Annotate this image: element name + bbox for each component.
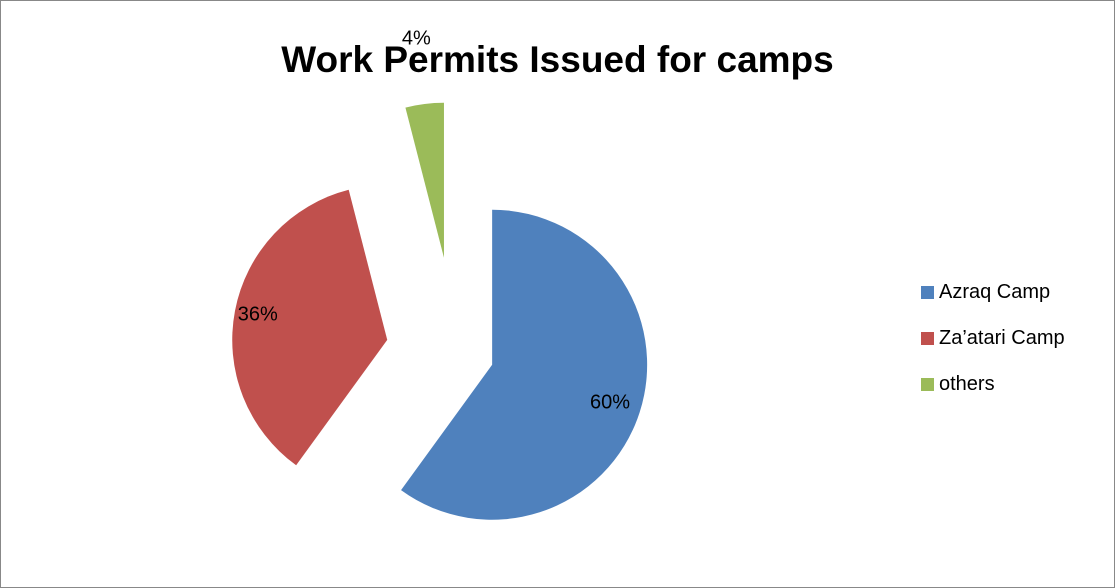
legend-swatch-zaatari [921, 332, 934, 345]
chart-title: Work Permits Issued for camps [281, 39, 834, 80]
pie-slice-zaatari [232, 189, 388, 466]
pie-slice-azraq [401, 209, 648, 520]
legend-item-zaatari: Za’atari Camp [921, 327, 1065, 350]
legend-item-others: others [921, 373, 1065, 396]
pie-slice-others [405, 102, 444, 258]
legend: Azraq Camp Za’atari Camp others [921, 281, 1065, 419]
data-label-zaatari: 36% [238, 303, 278, 325]
legend-label-zaatari: Za’atari Camp [939, 327, 1065, 349]
legend-label-others: others [939, 373, 995, 395]
legend-swatch-others [921, 378, 934, 391]
legend-swatch-azraq [921, 286, 934, 299]
legend-label-azraq: Azraq Camp [939, 281, 1051, 303]
legend-item-azraq: Azraq Camp [921, 281, 1065, 304]
data-label-azraq: 60% [590, 391, 630, 413]
data-label-others: 4% [402, 28, 431, 50]
